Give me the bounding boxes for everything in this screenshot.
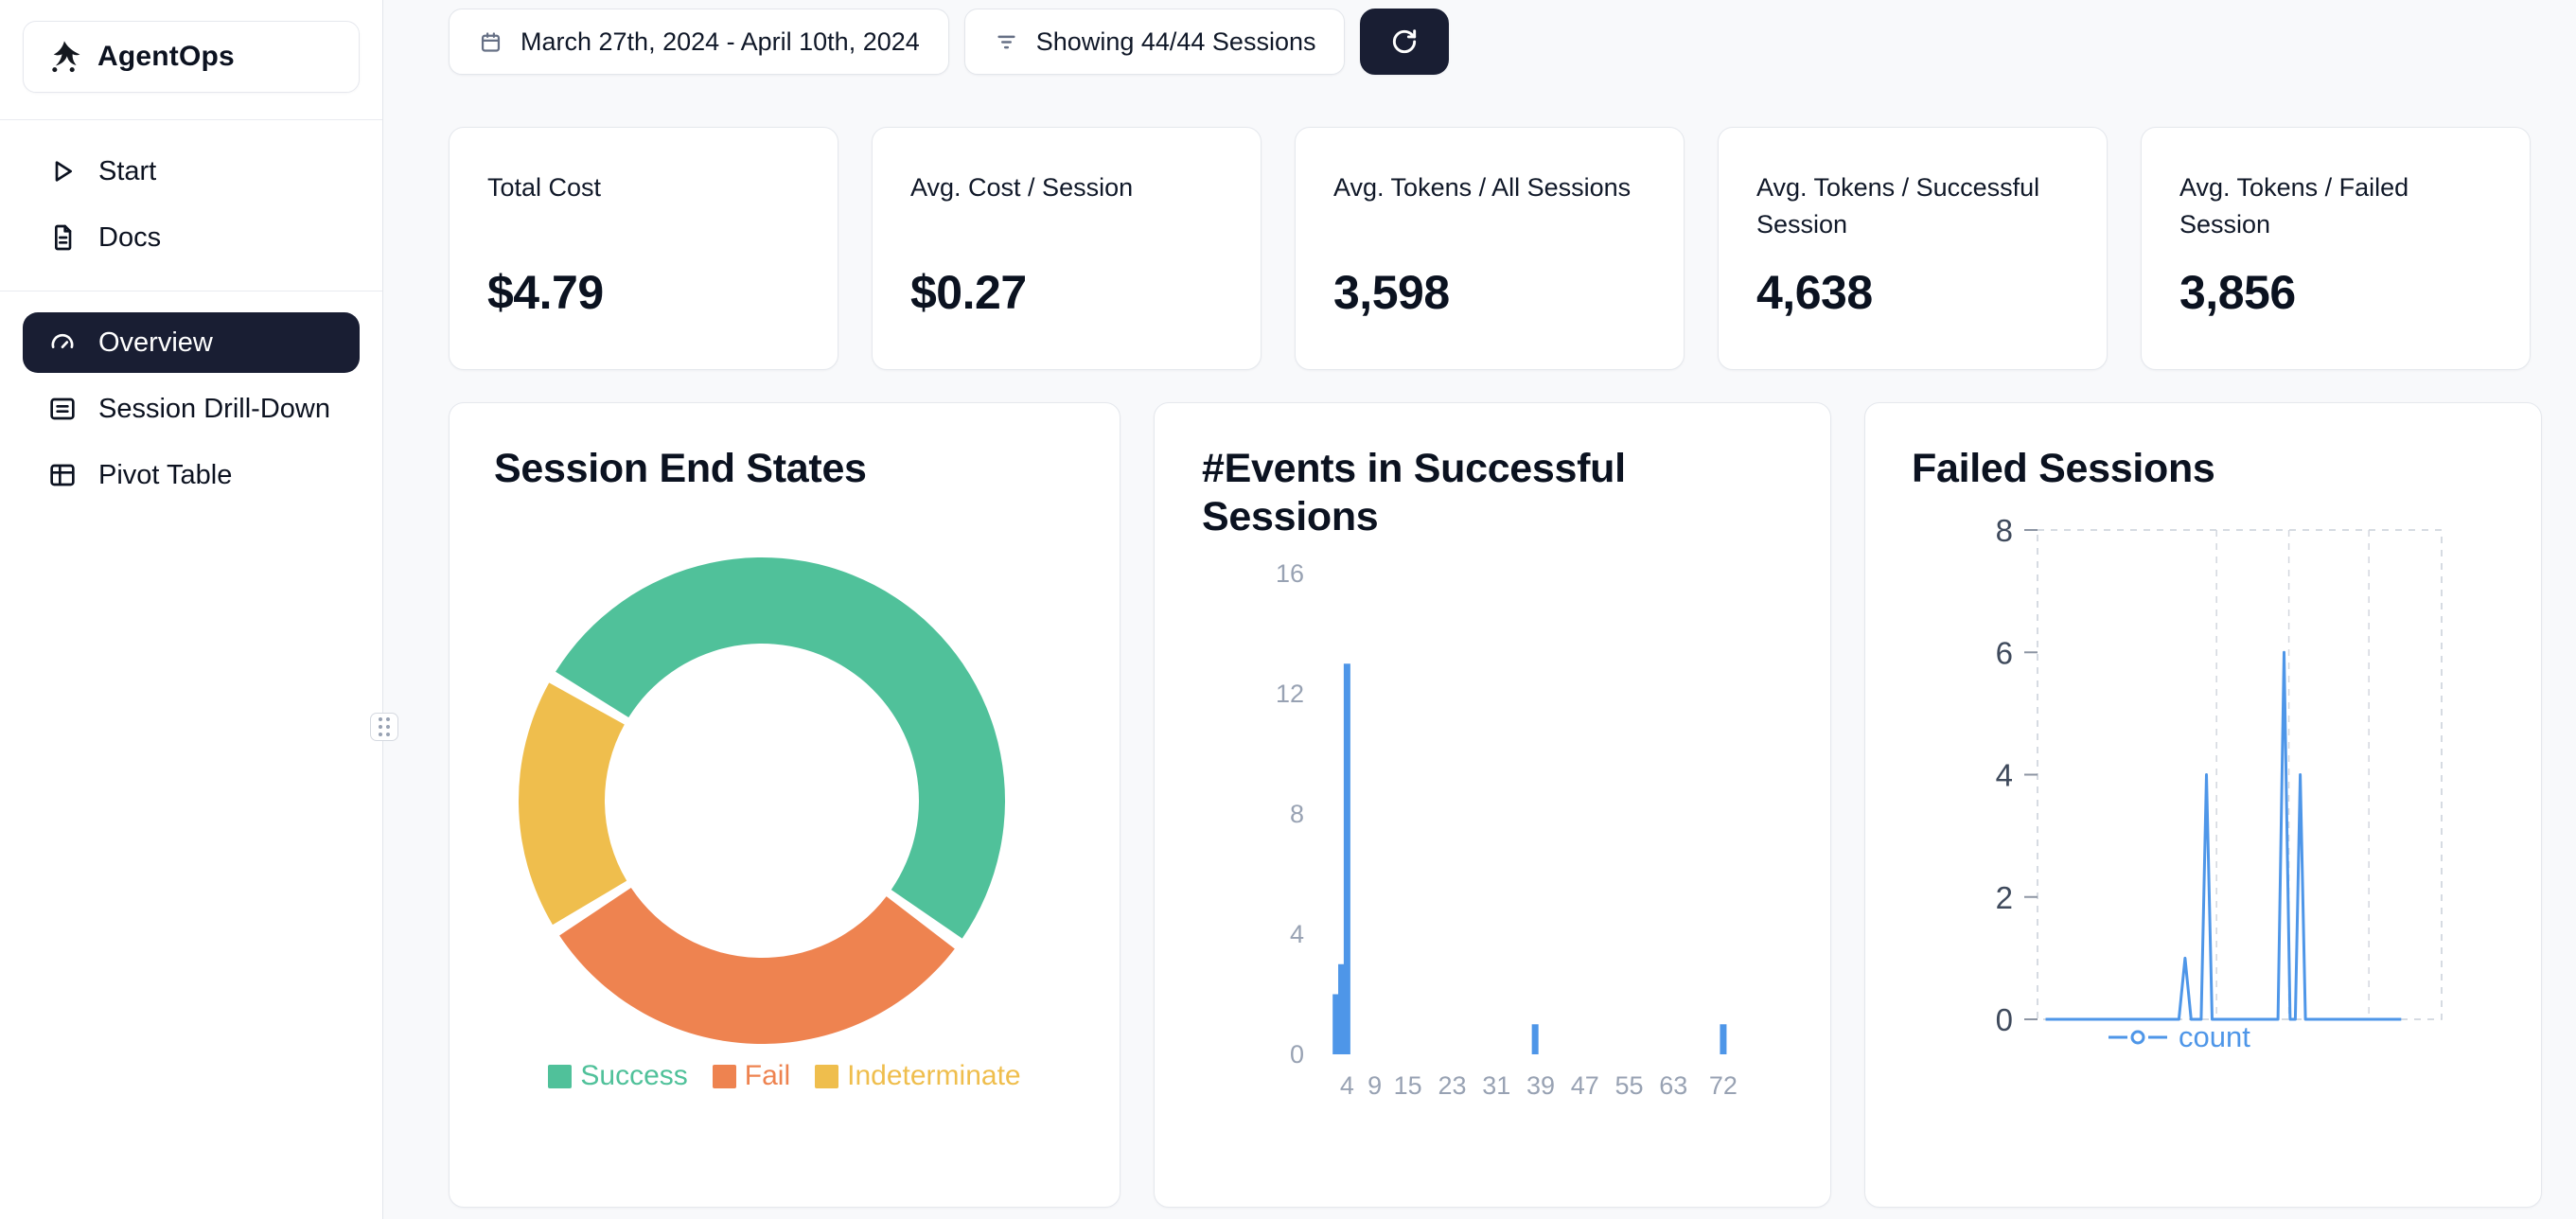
svg-text:55: 55	[1615, 1071, 1644, 1100]
svg-text:15: 15	[1394, 1071, 1422, 1100]
gauge-icon	[47, 327, 78, 358]
play-icon	[47, 156, 78, 186]
failed-sessions-chart: 0 2 4 6 8	[1996, 513, 2443, 1037]
main-content: March 27th, 2024 - April 10th, 2024 Show…	[383, 0, 2576, 1219]
donut-legend-item[interactable]: Success	[548, 1060, 688, 1092]
stat-value: 4,638	[1756, 266, 1873, 319]
stat-value: 3,856	[2179, 266, 2296, 319]
donut-legend-item[interactable]: Indeterminate	[815, 1060, 1021, 1092]
count-legend-label: count	[2179, 1020, 2250, 1053]
legend-swatch-success	[548, 1064, 573, 1088]
svg-text:63: 63	[1659, 1071, 1687, 1100]
svg-text:47: 47	[1571, 1071, 1599, 1100]
sidebar-item-label: Pivot Table	[98, 459, 233, 490]
stat-label: Total Cost	[487, 173, 602, 202]
stat-value: 3,598	[1333, 266, 1450, 319]
agentops-logo-icon	[44, 38, 82, 76]
svg-text:4: 4	[1290, 920, 1304, 948]
sidebar-item-label: Overview	[98, 327, 213, 358]
legend-label: Fail	[744, 1060, 791, 1091]
sidebar-item-label: Docs	[98, 221, 162, 253]
chart-title: Failed Sessions	[1912, 446, 2215, 491]
svg-text:4: 4	[1996, 758, 2013, 793]
stat-value: $4.79	[487, 266, 604, 319]
legend-swatch-fail	[712, 1064, 736, 1088]
sessions-filter-label: Showing 44/44 Sessions	[1035, 26, 1316, 56]
svg-text:4: 4	[1340, 1071, 1354, 1100]
sidebar-item-session-drill-down[interactable]: Session Drill-Down	[23, 379, 360, 439]
sidebar-divider	[0, 119, 382, 120]
sidebar-item-start[interactable]: Start	[23, 141, 360, 202]
document-icon	[47, 222, 78, 253]
svg-text:72: 72	[1709, 1071, 1738, 1100]
date-range-button[interactable]: March 27th, 2024 - April 10th, 2024	[449, 9, 949, 75]
sessions-filter-button[interactable]: Showing 44/44 Sessions	[963, 9, 1346, 75]
chart-title: Session End States	[494, 446, 867, 491]
filter-icon	[994, 29, 1019, 55]
sidebar-item-docs[interactable]: Docs	[23, 207, 360, 268]
count-legend-marker	[2108, 1030, 2167, 1045]
toolbar: March 27th, 2024 - April 10th, 2024 Show…	[449, 9, 2576, 75]
events-histogram-card: #Events in Successful Sessions 0 4 8 12 16 4 9…	[1154, 402, 1831, 1208]
session-end-states-chart	[519, 557, 1005, 1044]
donut-legend-item[interactable]: Fail	[712, 1060, 791, 1092]
svg-text:16: 16	[1276, 559, 1304, 588]
list-icon	[47, 394, 78, 424]
sidebar-item-pivot-table[interactable]: Pivot Table	[23, 445, 360, 505]
svg-text:2: 2	[1996, 880, 2013, 915]
failed-sessions-legend[interactable]: count	[2107, 1020, 2250, 1054]
svg-text:9: 9	[1367, 1071, 1382, 1100]
refresh-button[interactable]	[1360, 9, 1450, 75]
svg-text:8: 8	[1290, 800, 1304, 828]
sidebar-item-label: Session Drill-Down	[98, 393, 330, 424]
svg-text:12: 12	[1276, 680, 1304, 708]
table-icon	[47, 460, 78, 490]
app-logo[interactable]: AgentOps	[23, 21, 360, 93]
refresh-icon	[1389, 26, 1420, 57]
stat-label: Avg. Cost / Session	[910, 173, 1134, 202]
svg-text:31: 31	[1482, 1071, 1510, 1100]
stat-label: Avg. Tokens / All Sessions	[1333, 173, 1632, 202]
legend-label: Indeterminate	[847, 1060, 1021, 1091]
donut-legend: Success Fail Indeterminate	[450, 1060, 1120, 1092]
svg-text:39: 39	[1526, 1071, 1555, 1100]
stat-card-avg-tokens-successful: Avg. Tokens / Successful Session 4,638	[1718, 127, 2108, 370]
stats-row: Total Cost $4.79 Avg. Cost / Session $0.…	[449, 127, 2576, 370]
stat-card-avg-tokens-all: Avg. Tokens / All Sessions 3,598	[1295, 127, 1685, 370]
charts-row: Session End States Success Fail Indeterm…	[449, 402, 2576, 1208]
stat-label: Avg. Tokens / Successful Session	[1756, 173, 2040, 239]
svg-text:23: 23	[1438, 1071, 1466, 1100]
svg-text:8: 8	[1996, 513, 2013, 548]
sidebar-item-overview[interactable]: Overview	[23, 312, 360, 373]
svg-text:6: 6	[1996, 635, 2013, 670]
session-end-states-card: Session End States Success Fail Indeterm…	[449, 402, 1120, 1208]
calendar-icon	[478, 29, 503, 55]
sidebar-item-label: Start	[98, 155, 157, 186]
date-range-label: March 27th, 2024 - April 10th, 2024	[520, 26, 920, 56]
sidebar-resize-handle[interactable]	[370, 713, 398, 741]
failed-sessions-card: Failed Sessions 0 2 4 6 8 count	[1864, 402, 2542, 1208]
legend-swatch-indeterminate	[815, 1064, 839, 1088]
stat-card-avg-cost-session: Avg. Cost / Session $0.27	[872, 127, 1262, 370]
sidebar-divider	[0, 291, 382, 292]
app-title: AgentOps	[97, 41, 235, 72]
sidebar: AgentOps Start Docs Overview Session Dri…	[0, 0, 383, 1219]
stat-card-avg-tokens-failed: Avg. Tokens / Failed Session 3,856	[2141, 127, 2531, 370]
stat-card-total-cost: Total Cost $4.79	[449, 127, 838, 370]
svg-text:0: 0	[1290, 1040, 1304, 1069]
stat-label: Avg. Tokens / Failed Session	[2179, 173, 2409, 239]
svg-text:0: 0	[1996, 1002, 2013, 1037]
chart-title: #Events in Successful Sessions	[1202, 446, 1626, 539]
stat-value: $0.27	[910, 266, 1027, 319]
legend-label: Success	[580, 1060, 688, 1091]
